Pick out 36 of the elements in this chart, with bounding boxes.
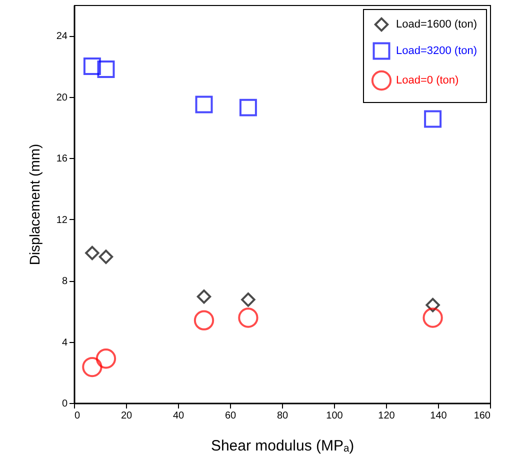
point xyxy=(424,110,442,128)
y-tick-label: 20 xyxy=(56,92,68,104)
y-tick-label: 4 xyxy=(62,337,68,348)
point xyxy=(194,310,214,330)
point xyxy=(97,60,115,78)
legend-label: Load=0 (ton) xyxy=(396,74,459,86)
x-tick-label: 80 xyxy=(276,410,288,422)
y-tick-label: 8 xyxy=(62,276,68,288)
point xyxy=(82,356,102,378)
y-tick-label: 0 xyxy=(62,398,68,410)
point xyxy=(241,292,256,307)
point xyxy=(83,57,101,75)
x-tick-label: 20 xyxy=(120,410,132,422)
x-tick-label: 0 xyxy=(74,410,80,422)
x-tick-label: 100 xyxy=(326,410,344,422)
x-tick-label: 120 xyxy=(378,410,396,422)
point xyxy=(426,298,440,312)
x-tick-label: 60 xyxy=(224,410,236,422)
y-tick-label: 24 xyxy=(56,31,68,42)
point xyxy=(96,348,116,369)
legend-label: Load=3200 (ton) xyxy=(396,45,478,57)
y-tick-label: 16 xyxy=(56,154,68,165)
x-tick-label: 40 xyxy=(172,410,184,422)
point xyxy=(196,289,212,304)
x-tick-label: 160 xyxy=(474,410,491,422)
point xyxy=(238,308,258,328)
point xyxy=(85,246,100,260)
x-tick-label: 140 xyxy=(430,410,448,422)
y-axis-title: Displacement (mm) xyxy=(26,144,42,266)
point xyxy=(239,98,257,116)
y-tick-label: 12 xyxy=(56,214,68,226)
point xyxy=(195,96,213,114)
x-axis-title: Shear modulus (MPₐ) xyxy=(210,438,354,454)
point xyxy=(98,250,114,264)
legend-label: Load=1600 (ton) xyxy=(396,18,478,30)
point xyxy=(422,308,443,328)
